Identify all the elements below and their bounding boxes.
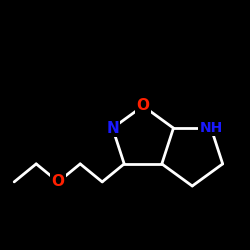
Text: NH: NH: [200, 121, 223, 135]
Text: O: O: [136, 98, 149, 114]
Text: O: O: [52, 174, 65, 190]
Text: N: N: [106, 120, 119, 136]
